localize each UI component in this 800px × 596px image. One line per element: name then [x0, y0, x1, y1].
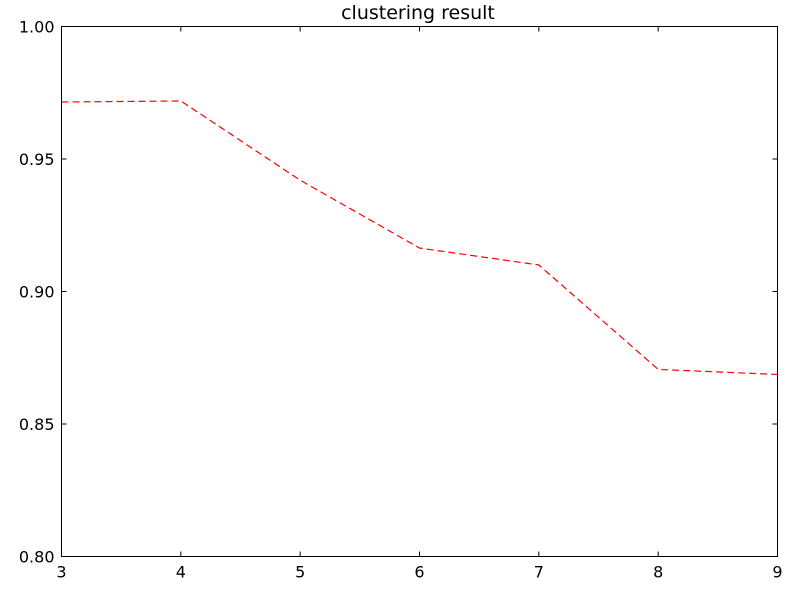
series-line — [61, 100, 778, 376]
x-tick-label: 4 — [176, 563, 186, 582]
y-tick-label: 0.90 — [19, 283, 55, 302]
y-tick-label: 0.85 — [19, 415, 55, 434]
x-axis: 3 4 5 6 7 8 9 — [56, 26, 783, 582]
x-tick-label: 8 — [653, 563, 663, 582]
chart-title: clustering result — [341, 2, 495, 24]
y-axis: 0.80 0.85 0.90 0.95 1.00 — [19, 18, 778, 567]
x-tick-label: 5 — [295, 563, 305, 582]
plot-area — [61, 26, 778, 557]
y-tick-label: 1.00 — [19, 18, 55, 37]
x-tick-label: 7 — [534, 563, 544, 582]
series-layer — [61, 100, 778, 376]
plot-frame — [61, 26, 778, 557]
x-tick-label: 9 — [772, 563, 782, 582]
y-tick-label: 0.95 — [19, 150, 55, 169]
y-tick-label: 0.80 — [19, 548, 55, 567]
x-tick-label: 6 — [414, 563, 424, 582]
x-tick-label: 3 — [56, 563, 66, 582]
